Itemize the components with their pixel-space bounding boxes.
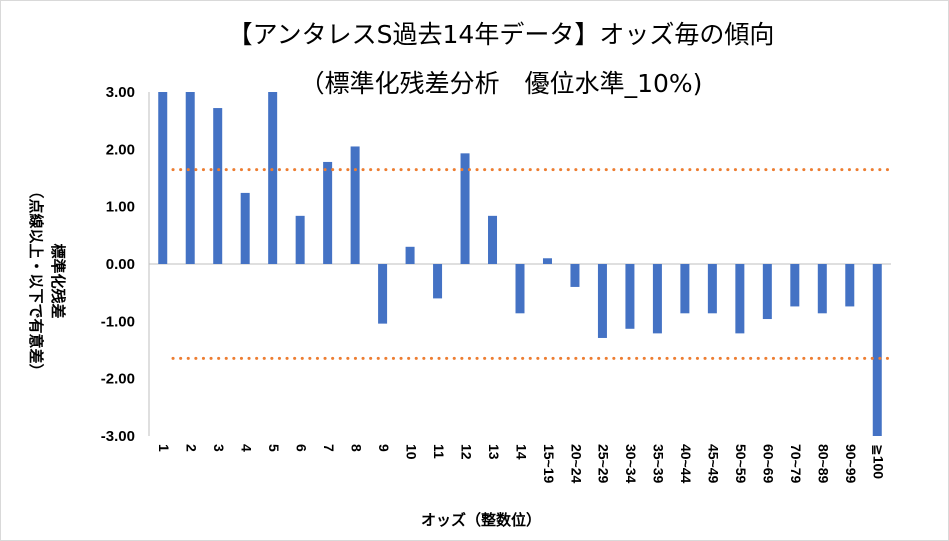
bar [323, 161, 333, 264]
y-tick-label: -3.00 [101, 428, 135, 445]
y-tick-label: -1.00 [101, 313, 135, 330]
x-tick-label: 5 [266, 444, 282, 452]
x-tick-label: 14 [513, 444, 529, 460]
bar [405, 246, 415, 264]
x-tick-label: 90~99 [843, 444, 859, 484]
x-tick-label: 50~59 [733, 444, 749, 484]
bar [625, 264, 635, 329]
x-tick-label: 40~44 [678, 444, 694, 484]
x-tick-label: 6 [293, 444, 309, 452]
bar [680, 264, 690, 314]
y-tick-label: 2.00 [106, 141, 135, 158]
chart-subtitle: （標準化残差分析 優位水準_10%) [299, 69, 703, 98]
bar [488, 215, 498, 264]
y-axis-note: （点線以上・以下で有意差） [27, 183, 45, 379]
x-tick-label: 35~39 [651, 444, 667, 484]
y-axis-title: 標準化残差 [49, 243, 67, 319]
bar [268, 92, 278, 264]
x-tick-label: ≧100 [871, 444, 887, 479]
bar [295, 215, 305, 264]
x-tick-label: 11 [431, 444, 447, 459]
bar [433, 264, 443, 299]
bar [845, 264, 855, 307]
x-tick-label: 2 [184, 444, 200, 452]
y-tick-label: -2.00 [101, 371, 135, 388]
bar [817, 264, 827, 314]
y-tick-label: 0.00 [106, 256, 135, 273]
x-tick-label: 45~49 [706, 444, 722, 484]
x-tick-label: 4 [238, 444, 254, 452]
x-axis-label: オッズ（整数位） [420, 511, 541, 529]
bar [872, 264, 882, 436]
bar [652, 264, 662, 334]
x-tick-label: 10 [403, 444, 419, 460]
x-tick-label: 7 [321, 444, 337, 452]
y-tick-label: 3.00 [106, 84, 135, 101]
bar [735, 264, 745, 334]
bar [185, 92, 195, 264]
bar [378, 264, 388, 324]
x-tick-label: 60~69 [761, 444, 777, 484]
x-tick-label: 8 [348, 444, 364, 452]
bar [158, 92, 168, 264]
chart-title: 【アンタレスS過去14年データ】オッズ毎の傾向 [227, 20, 775, 49]
bar [762, 264, 772, 320]
bar [350, 146, 360, 264]
x-tick-label: 20~24 [568, 444, 584, 484]
x-tick-label: 70~79 [788, 444, 804, 484]
x-tick-label: 13 [486, 444, 502, 460]
bar [213, 108, 223, 264]
bar [240, 192, 250, 264]
bar [597, 264, 607, 338]
x-tick-label: 80~89 [816, 444, 832, 484]
x-tick-label: 9 [376, 444, 392, 452]
bar [570, 264, 580, 287]
bar [542, 258, 552, 264]
bar [790, 264, 800, 307]
bar [515, 264, 525, 314]
bar [707, 264, 717, 314]
x-tick-label: 15~19 [541, 444, 557, 484]
x-tick-label: 12 [458, 444, 474, 460]
x-tick-label: 3 [211, 444, 227, 452]
x-tick-label: 25~29 [596, 444, 612, 484]
y-tick-label: 1.00 [106, 199, 135, 216]
y-axis-label: 標準化残差 （点線以上・以下で有意差） [25, 151, 69, 411]
x-tick-label: 30~34 [623, 444, 639, 484]
x-tick-label: 1 [156, 444, 172, 452]
bar [460, 153, 470, 264]
